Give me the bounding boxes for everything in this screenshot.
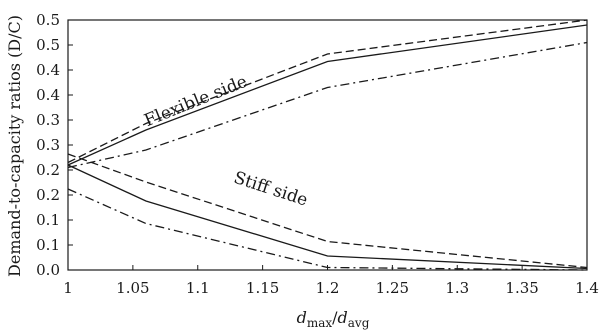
x-axis-title-sep: / bbox=[332, 308, 338, 327]
x-tick-label: 1.05 bbox=[116, 279, 149, 297]
series-line-dashdot bbox=[67, 41, 588, 169]
x-tick-label: 1.15 bbox=[246, 279, 279, 297]
x-axis-title-sub2: avg bbox=[348, 316, 370, 330]
y-tick-label: 0.3 bbox=[36, 111, 60, 129]
series-line-solid bbox=[67, 164, 588, 270]
series-line-dashed bbox=[67, 19, 588, 164]
series-line-solid bbox=[67, 24, 588, 166]
annotation-layer: Flexible side Stiff side bbox=[141, 72, 310, 211]
y-tick-label: 0.1 bbox=[36, 211, 60, 229]
x-axis-title-d2: d bbox=[338, 308, 348, 327]
series-line-dashed bbox=[67, 153, 588, 269]
y-axis-title: Demand-to-capacity ratios (D/C) bbox=[5, 15, 24, 277]
plot-frame bbox=[67, 19, 588, 271]
y-tick-label: 0.4 bbox=[36, 61, 60, 79]
y-tick-label: 0.0 bbox=[36, 261, 60, 279]
x-axis-title-d1: d bbox=[297, 308, 307, 327]
x-tick-label: 1.25 bbox=[376, 279, 409, 297]
y-tick-label: 0.3 bbox=[36, 136, 60, 154]
y-tick-label: 0.2 bbox=[36, 186, 60, 204]
plot-border bbox=[67, 19, 588, 271]
y-tick-label: 0.2 bbox=[36, 161, 60, 179]
y-tick-label: 0.4 bbox=[36, 86, 60, 104]
annotation-label: Stiff side bbox=[231, 168, 310, 211]
x-axis-title-sub1: max bbox=[307, 316, 333, 330]
x-tick-label: 1.1 bbox=[186, 279, 210, 297]
y-tick-label: 0.1 bbox=[36, 236, 60, 254]
x-tick-labels: 1 1.05 1.1 1.15 1.2 1.25 1.3 1.35 1.4 bbox=[63, 265, 599, 297]
x-axis-title: dmax/davg bbox=[297, 308, 370, 330]
series-layer bbox=[67, 19, 588, 271]
x-tick-label: 1.4 bbox=[575, 279, 599, 297]
x-tick-label: 1.3 bbox=[445, 279, 469, 297]
y-tick-label: 0.5 bbox=[36, 36, 60, 54]
y-tick-label: 0.5 bbox=[36, 11, 60, 29]
x-tick-label: 1.2 bbox=[316, 279, 340, 297]
annotation-label: Flexible side bbox=[141, 72, 250, 131]
x-tick-label: 1 bbox=[63, 279, 73, 297]
y-tick-labels: 0.0 0.1 0.1 0.2 0.2 0.3 0.3 0.4 0.4 0.5 0.5 bbox=[36, 11, 73, 279]
x-tick-label: 1.35 bbox=[505, 279, 538, 297]
